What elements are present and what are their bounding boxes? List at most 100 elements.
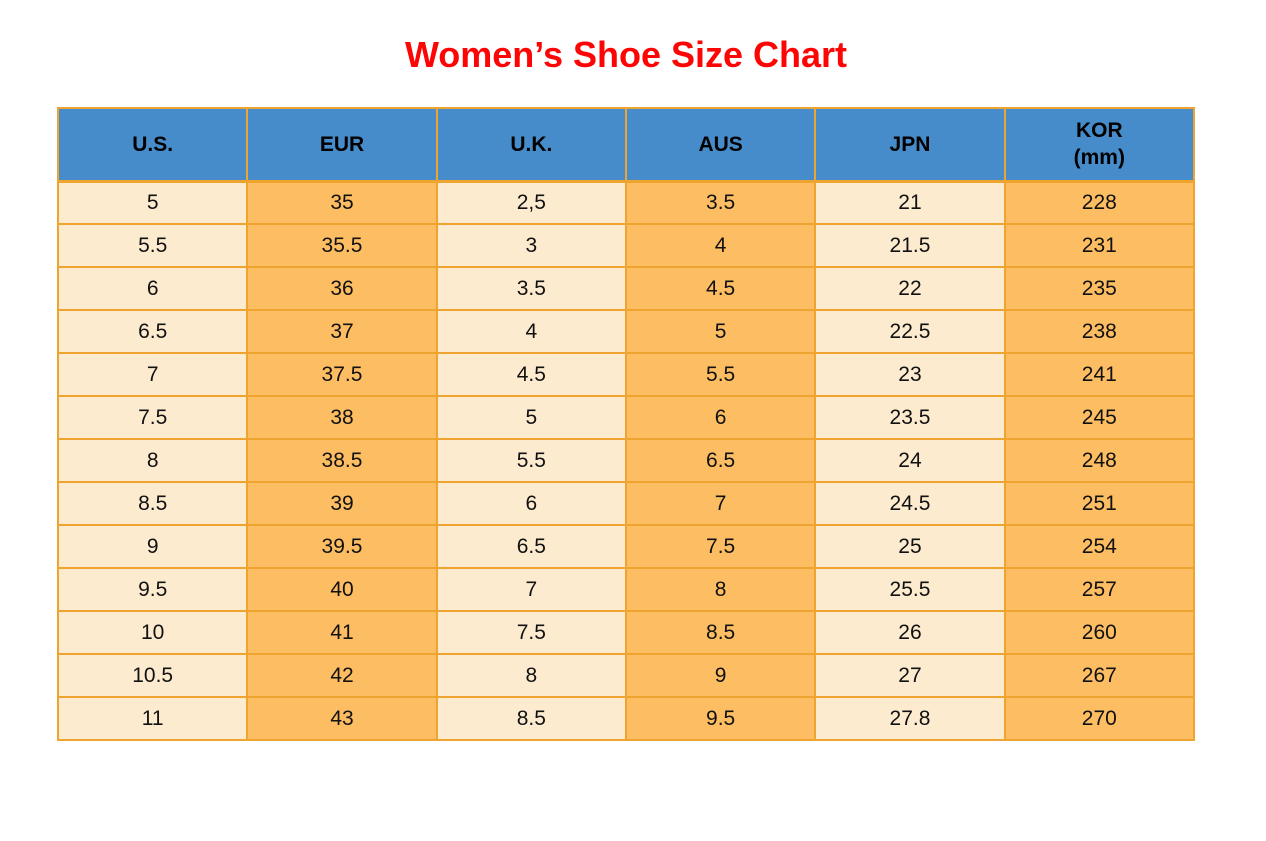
table-cell: 35.5 (246, 223, 438, 269)
table-row: 10.5 42 8 9 27 267 (56, 653, 1196, 699)
table-cell: 25.5 (814, 567, 1006, 613)
table-row: 7.5 38 5 6 23.5 245 (56, 395, 1196, 441)
table-row: 8 38.5 5.5 6.5 24 248 (56, 438, 1196, 484)
column-header-jpn: JPN (814, 107, 1006, 183)
column-header-sublabel: (mm) (1073, 145, 1125, 169)
table-cell: 238 (1003, 309, 1196, 355)
column-header-label: U.K. (510, 132, 553, 156)
table-cell: 6.5 (56, 309, 249, 355)
table-cell: 248 (1003, 438, 1196, 484)
table-cell: 40 (246, 567, 438, 613)
page-title: Women’s Shoe Size Chart (404, 34, 848, 75)
table-cell: 37.5 (246, 352, 438, 398)
table-cell: 6.5 (435, 524, 627, 570)
column-header-label: AUS (698, 132, 743, 156)
table-cell: 7 (56, 352, 249, 398)
table-cell: 7.5 (435, 610, 627, 656)
table-row: 6 36 3.5 4.5 22 235 (56, 266, 1196, 312)
table-row: 6.5 37 4 5 22.5 238 (56, 309, 1196, 355)
table-cell: 27.8 (814, 696, 1006, 742)
table-cell: 3 (435, 223, 627, 269)
column-header-us: U.S. (56, 107, 249, 183)
table-cell: 3.5 (435, 266, 627, 312)
table-cell: 6 (624, 395, 817, 441)
table-cell: 36 (246, 266, 438, 312)
table-cell: 8.5 (435, 696, 627, 742)
table-row: 9 39.5 6.5 7.5 25 254 (56, 524, 1196, 570)
table-cell: 7.5 (56, 395, 249, 441)
table-cell: 9.5 (624, 696, 817, 742)
table-cell: 241 (1003, 352, 1196, 398)
table-cell: 2,5 (435, 180, 627, 226)
header-row: U.S. EUR U.K. AUS JPN KOR (mm) (56, 107, 1196, 183)
column-header-kor: KOR (mm) (1003, 107, 1196, 183)
table-cell: 7.5 (624, 524, 817, 570)
table-cell: 26 (814, 610, 1006, 656)
table-cell: 254 (1003, 524, 1196, 570)
table-cell: 22 (814, 266, 1006, 312)
table-cell: 5 (435, 395, 627, 441)
table-row: 7 37.5 4.5 5.5 23 241 (56, 352, 1196, 398)
table-cell: 260 (1003, 610, 1196, 656)
table-cell: 39.5 (246, 524, 438, 570)
table-cell: 5.5 (435, 438, 627, 484)
table-cell: 11 (56, 696, 249, 742)
column-header-eur: EUR (246, 107, 438, 183)
column-header-label: U.S. (132, 132, 174, 156)
table-row: 10 41 7.5 8.5 26 260 (56, 610, 1196, 656)
column-header-label: EUR (319, 132, 365, 156)
column-header-label: JPN (889, 132, 931, 156)
table-cell: 23 (814, 352, 1006, 398)
table-cell: 270 (1003, 696, 1196, 742)
table-cell: 21.5 (814, 223, 1006, 269)
table-cell: 25 (814, 524, 1006, 570)
table-cell: 267 (1003, 653, 1196, 699)
table-cell: 8 (56, 438, 249, 484)
table-cell: 22.5 (814, 309, 1006, 355)
table-cell: 43 (246, 696, 438, 742)
table-cell: 8 (435, 653, 627, 699)
table-cell: 4 (435, 309, 627, 355)
column-header-uk: U.K. (435, 107, 627, 183)
table-cell: 35 (246, 180, 438, 226)
table-cell: 8.5 (56, 481, 249, 527)
table-cell: 9.5 (56, 567, 249, 613)
table-cell: 7 (435, 567, 627, 613)
table-cell: 5.5 (56, 223, 249, 269)
table-cell: 228 (1003, 180, 1196, 226)
table-cell: 4.5 (624, 266, 817, 312)
table-cell: 5.5 (624, 352, 817, 398)
table-cell: 10.5 (56, 653, 249, 699)
table-cell: 9 (56, 524, 249, 570)
table-cell: 27 (814, 653, 1006, 699)
table-cell: 251 (1003, 481, 1196, 527)
table-cell: 9 (624, 653, 817, 699)
table-cell: 37 (246, 309, 438, 355)
table-cell: 257 (1003, 567, 1196, 613)
table-cell: 4 (624, 223, 817, 269)
column-header-aus: AUS (624, 107, 817, 183)
table-cell: 42 (246, 653, 438, 699)
table-cell: 21 (814, 180, 1006, 226)
table-cell: 245 (1003, 395, 1196, 441)
table-cell: 235 (1003, 266, 1196, 312)
table-cell: 6 (435, 481, 627, 527)
table-cell: 3.5 (624, 180, 817, 226)
table-cell: 8 (624, 567, 817, 613)
table-cell: 38 (246, 395, 438, 441)
table-cell: 39 (246, 481, 438, 527)
table-cell: 23.5 (814, 395, 1006, 441)
table-row: 9.5 40 7 8 25.5 257 (56, 567, 1196, 613)
table-row: 11 43 8.5 9.5 27.8 270 (56, 696, 1196, 742)
table-cell: 24.5 (814, 481, 1006, 527)
table-header: U.S. EUR U.K. AUS JPN KOR (mm) (56, 107, 1196, 183)
column-header-label: KOR (1075, 119, 1123, 143)
table-cell: 231 (1003, 223, 1196, 269)
table-row: 5.5 35.5 3 4 21.5 231 (56, 223, 1196, 269)
size-table-body: 5 35 2,5 3.5 21 228 5.5 35.5 3 4 21.5 231 6 36 3.5 4.5 2… (56, 180, 1196, 742)
table-cell: 38.5 (246, 438, 438, 484)
table-cell: 8.5 (624, 610, 817, 656)
table-cell: 5 (56, 180, 249, 226)
table-cell: 6.5 (624, 438, 817, 484)
